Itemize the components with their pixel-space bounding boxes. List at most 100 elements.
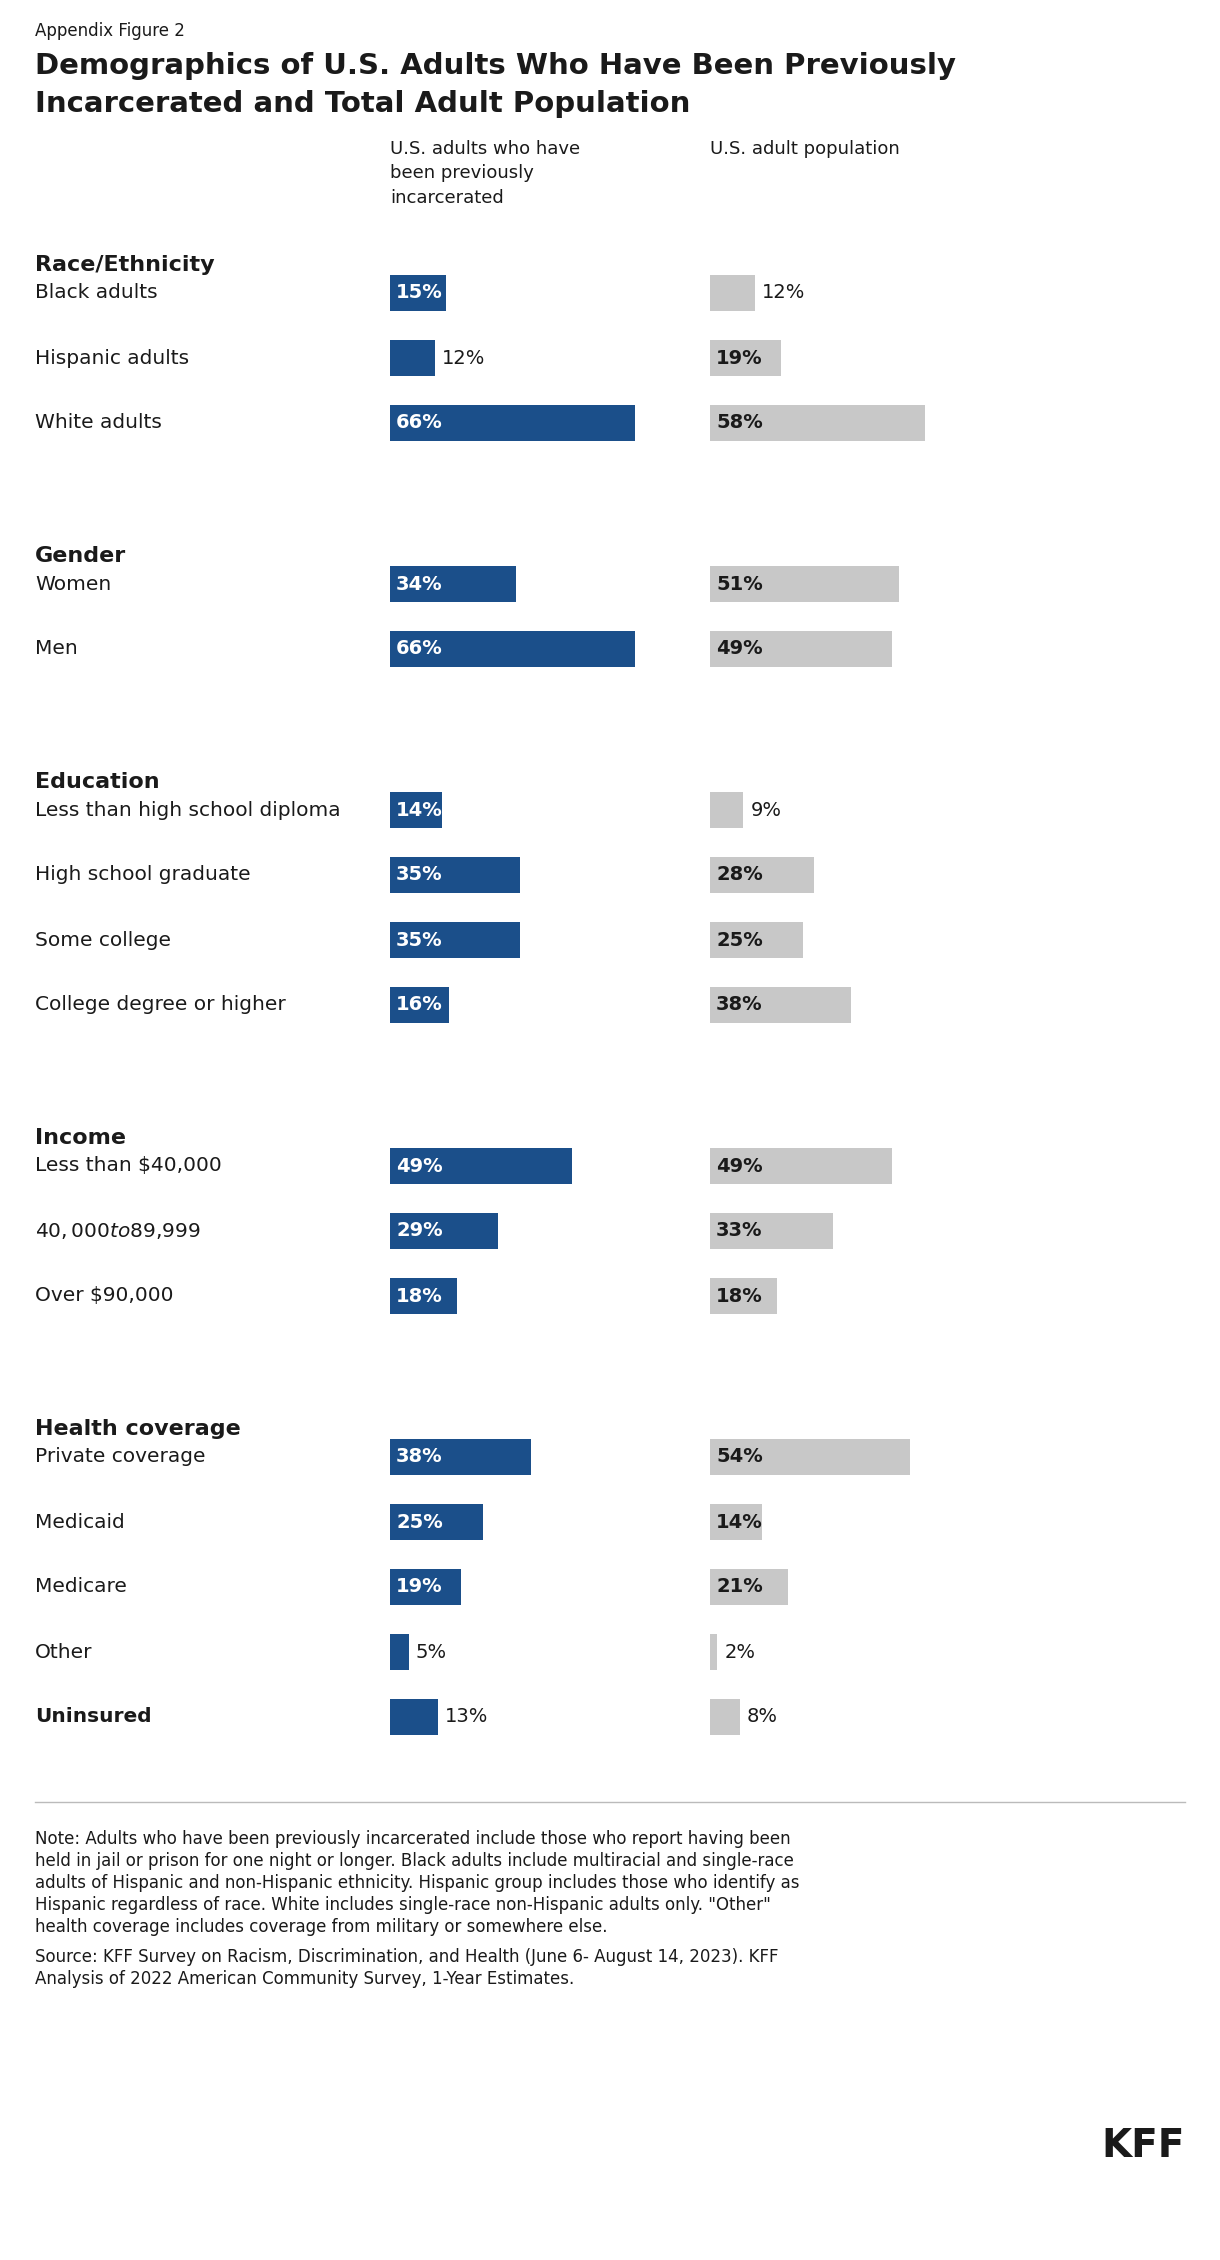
Text: 14%: 14%: [396, 800, 443, 820]
Bar: [390, 276, 445, 312]
Text: 49%: 49%: [716, 1157, 762, 1175]
Text: Medicare: Medicare: [35, 1577, 127, 1596]
Bar: [390, 405, 634, 441]
Bar: [710, 988, 852, 1024]
Bar: [710, 276, 754, 312]
Text: 49%: 49%: [716, 640, 762, 658]
Text: 18%: 18%: [396, 1286, 443, 1306]
Text: U.S. adults who have
been previously
incarcerated: U.S. adults who have been previously inc…: [390, 140, 581, 206]
Bar: [710, 631, 892, 667]
Text: Uninsured: Uninsured: [35, 1709, 151, 1727]
Text: 9%: 9%: [750, 800, 781, 820]
Bar: [710, 1440, 910, 1476]
Text: College degree or higher: College degree or higher: [35, 994, 285, 1015]
Text: White adults: White adults: [35, 414, 162, 432]
Text: 33%: 33%: [716, 1220, 762, 1241]
Bar: [390, 1503, 483, 1539]
Text: Some college: Some college: [35, 931, 171, 949]
Text: health coverage includes coverage from military or somewhere else.: health coverage includes coverage from m…: [35, 1919, 608, 1937]
Bar: [390, 1148, 572, 1184]
Text: Women: Women: [35, 574, 111, 594]
Bar: [710, 1277, 777, 1313]
Text: 25%: 25%: [716, 931, 762, 949]
Bar: [710, 922, 803, 958]
Bar: [390, 1634, 409, 1670]
Text: 16%: 16%: [396, 994, 443, 1015]
Bar: [390, 922, 520, 958]
Bar: [710, 1148, 892, 1184]
Text: 25%: 25%: [396, 1512, 443, 1532]
Text: 38%: 38%: [396, 1446, 443, 1467]
Text: 54%: 54%: [716, 1446, 762, 1467]
Text: Incarcerated and Total Adult Population: Incarcerated and Total Adult Population: [35, 90, 691, 118]
Text: 15%: 15%: [396, 282, 443, 303]
Bar: [390, 631, 634, 667]
Bar: [390, 1214, 498, 1250]
Text: 13%: 13%: [445, 1709, 489, 1727]
Text: adults of Hispanic and non-Hispanic ethnicity. Hispanic group includes those who: adults of Hispanic and non-Hispanic ethn…: [35, 1874, 799, 1892]
Bar: [710, 1700, 739, 1736]
Text: 8%: 8%: [747, 1709, 777, 1727]
Text: Less than $40,000: Less than $40,000: [35, 1157, 222, 1175]
Text: Hispanic adults: Hispanic adults: [35, 348, 189, 368]
Bar: [710, 1503, 762, 1539]
Bar: [710, 405, 925, 441]
Text: Income: Income: [35, 1128, 126, 1148]
Text: Analysis of 2022 American Community Survey, 1-Year Estimates.: Analysis of 2022 American Community Surv…: [35, 1971, 575, 1989]
Text: Education: Education: [35, 773, 160, 791]
Bar: [710, 1214, 832, 1250]
Text: 2%: 2%: [725, 1643, 755, 1661]
Text: 19%: 19%: [716, 348, 762, 368]
Text: 34%: 34%: [396, 574, 443, 594]
Text: 12%: 12%: [761, 282, 805, 303]
Text: 35%: 35%: [396, 931, 443, 949]
Text: 29%: 29%: [396, 1220, 443, 1241]
Bar: [390, 791, 442, 827]
Text: 18%: 18%: [716, 1286, 762, 1306]
Text: 66%: 66%: [396, 414, 443, 432]
Bar: [710, 857, 814, 893]
Bar: [710, 565, 899, 601]
Text: 38%: 38%: [716, 994, 762, 1015]
Bar: [390, 988, 449, 1024]
Text: 66%: 66%: [396, 640, 443, 658]
Bar: [390, 1700, 438, 1736]
Text: Men: Men: [35, 640, 78, 658]
Text: 5%: 5%: [416, 1643, 447, 1661]
Text: Appendix Figure 2: Appendix Figure 2: [35, 23, 185, 41]
Bar: [390, 339, 434, 375]
Text: 21%: 21%: [716, 1577, 762, 1596]
Text: Gender: Gender: [35, 547, 126, 565]
Text: Over $90,000: Over $90,000: [35, 1286, 173, 1306]
Text: 49%: 49%: [396, 1157, 443, 1175]
Text: held in jail or prison for one night or longer. Black adults include multiracial: held in jail or prison for one night or …: [35, 1851, 794, 1869]
Text: $40,000 to $89,999: $40,000 to $89,999: [35, 1220, 200, 1241]
Text: Health coverage: Health coverage: [35, 1419, 240, 1440]
Text: Medicaid: Medicaid: [35, 1512, 124, 1532]
Bar: [710, 1568, 788, 1605]
Text: Demographics of U.S. Adults Who Have Been Previously: Demographics of U.S. Adults Who Have Bee…: [35, 52, 956, 79]
Text: 12%: 12%: [442, 348, 484, 368]
Bar: [390, 565, 516, 601]
Text: U.S. adult population: U.S. adult population: [710, 140, 900, 158]
Text: Source: KFF Survey on Racism, Discrimination, and Health (June 6- August 14, 202: Source: KFF Survey on Racism, Discrimina…: [35, 1948, 778, 1966]
Text: Black adults: Black adults: [35, 282, 157, 303]
Text: 58%: 58%: [716, 414, 762, 432]
Bar: [710, 339, 781, 375]
Bar: [710, 791, 743, 827]
Text: Other: Other: [35, 1643, 93, 1661]
Bar: [390, 857, 520, 893]
Text: 35%: 35%: [396, 866, 443, 884]
Text: 19%: 19%: [396, 1577, 443, 1596]
Text: 28%: 28%: [716, 866, 762, 884]
Text: High school graduate: High school graduate: [35, 866, 250, 884]
Text: Private coverage: Private coverage: [35, 1446, 205, 1467]
Text: Less than high school diploma: Less than high school diploma: [35, 800, 340, 820]
Text: Race/Ethnicity: Race/Ethnicity: [35, 255, 215, 276]
Text: Note: Adults who have been previously incarcerated include those who report havi: Note: Adults who have been previously in…: [35, 1831, 791, 1849]
Text: KFF: KFF: [1102, 2127, 1185, 2165]
Text: 14%: 14%: [716, 1512, 762, 1532]
Bar: [710, 1634, 717, 1670]
Bar: [390, 1568, 460, 1605]
Bar: [390, 1440, 531, 1476]
